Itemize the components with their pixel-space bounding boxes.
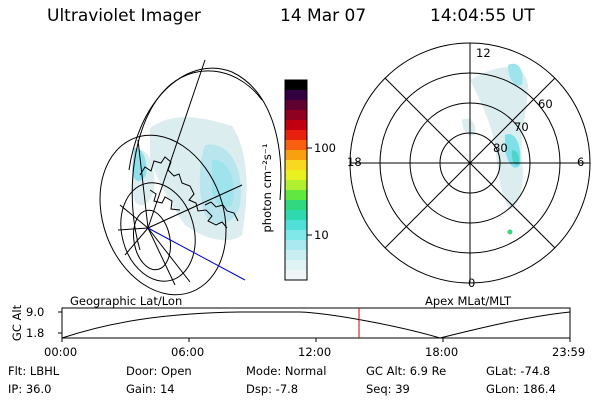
altitude-xtick-0000: 00:00: [44, 345, 78, 359]
left-geographic-map: [99, 59, 282, 296]
altitude-ylabel: GC Alt: [10, 304, 24, 342]
color-bar: [284, 79, 312, 281]
aurora-polar-oval: [462, 63, 528, 235]
altitude-xtick-2359: 23:59: [552, 345, 586, 359]
right-panel-label: Apex MLat/MLT: [425, 294, 512, 308]
altitude-ytick-low: 1.8: [26, 326, 45, 340]
colorbar-tick-10: 10: [314, 228, 329, 242]
colorbar-tick-100: 100: [314, 141, 336, 155]
gain-status: Gain: 14: [126, 382, 175, 396]
glat-status: GLat: -74.8: [486, 364, 551, 378]
mlt-label-12: 12: [476, 46, 491, 60]
gc-alt-status: GC Alt: 6.9 Re: [366, 364, 447, 378]
instrument-title: Ultraviolet Imager: [47, 6, 201, 26]
altitude-ytick-high: 9.0: [26, 305, 45, 319]
mode-status: Mode: Normal: [246, 364, 327, 378]
altitude-xtick-1800: 18:00: [425, 345, 459, 359]
date-label: 14 Mar 07: [280, 6, 367, 26]
mlat-label-70: 70: [514, 120, 529, 134]
filter-status: Flt: LBHL: [8, 364, 60, 378]
left-panel-label: Geographic Lat/Lon: [70, 294, 183, 308]
altitude-plot: [58, 307, 571, 342]
altitude-xtick-1200: 12:00: [298, 345, 332, 359]
ip-status: IP: 36.0: [8, 382, 52, 396]
right-polar-plot: [349, 42, 591, 284]
mlt-label-6: 6: [577, 155, 585, 169]
glon-status: GLon: 186.4: [486, 382, 556, 396]
seq-status: Seq: 39: [366, 382, 410, 396]
door-status: Door: Open: [126, 364, 192, 378]
altitude-xtick-0600: 06:00: [171, 345, 205, 359]
time-label: 14:04:55 UT: [430, 6, 535, 26]
mlt-label-18: 18: [347, 155, 362, 169]
mlat-label-80: 80: [493, 141, 508, 155]
mlat-label-60: 60: [538, 97, 553, 111]
colorbar-unit-label: photon cm⁻²s⁻¹: [260, 143, 274, 233]
mlt-label-0: 0: [468, 276, 476, 290]
dsp-status: Dsp: -7.8: [246, 382, 299, 396]
